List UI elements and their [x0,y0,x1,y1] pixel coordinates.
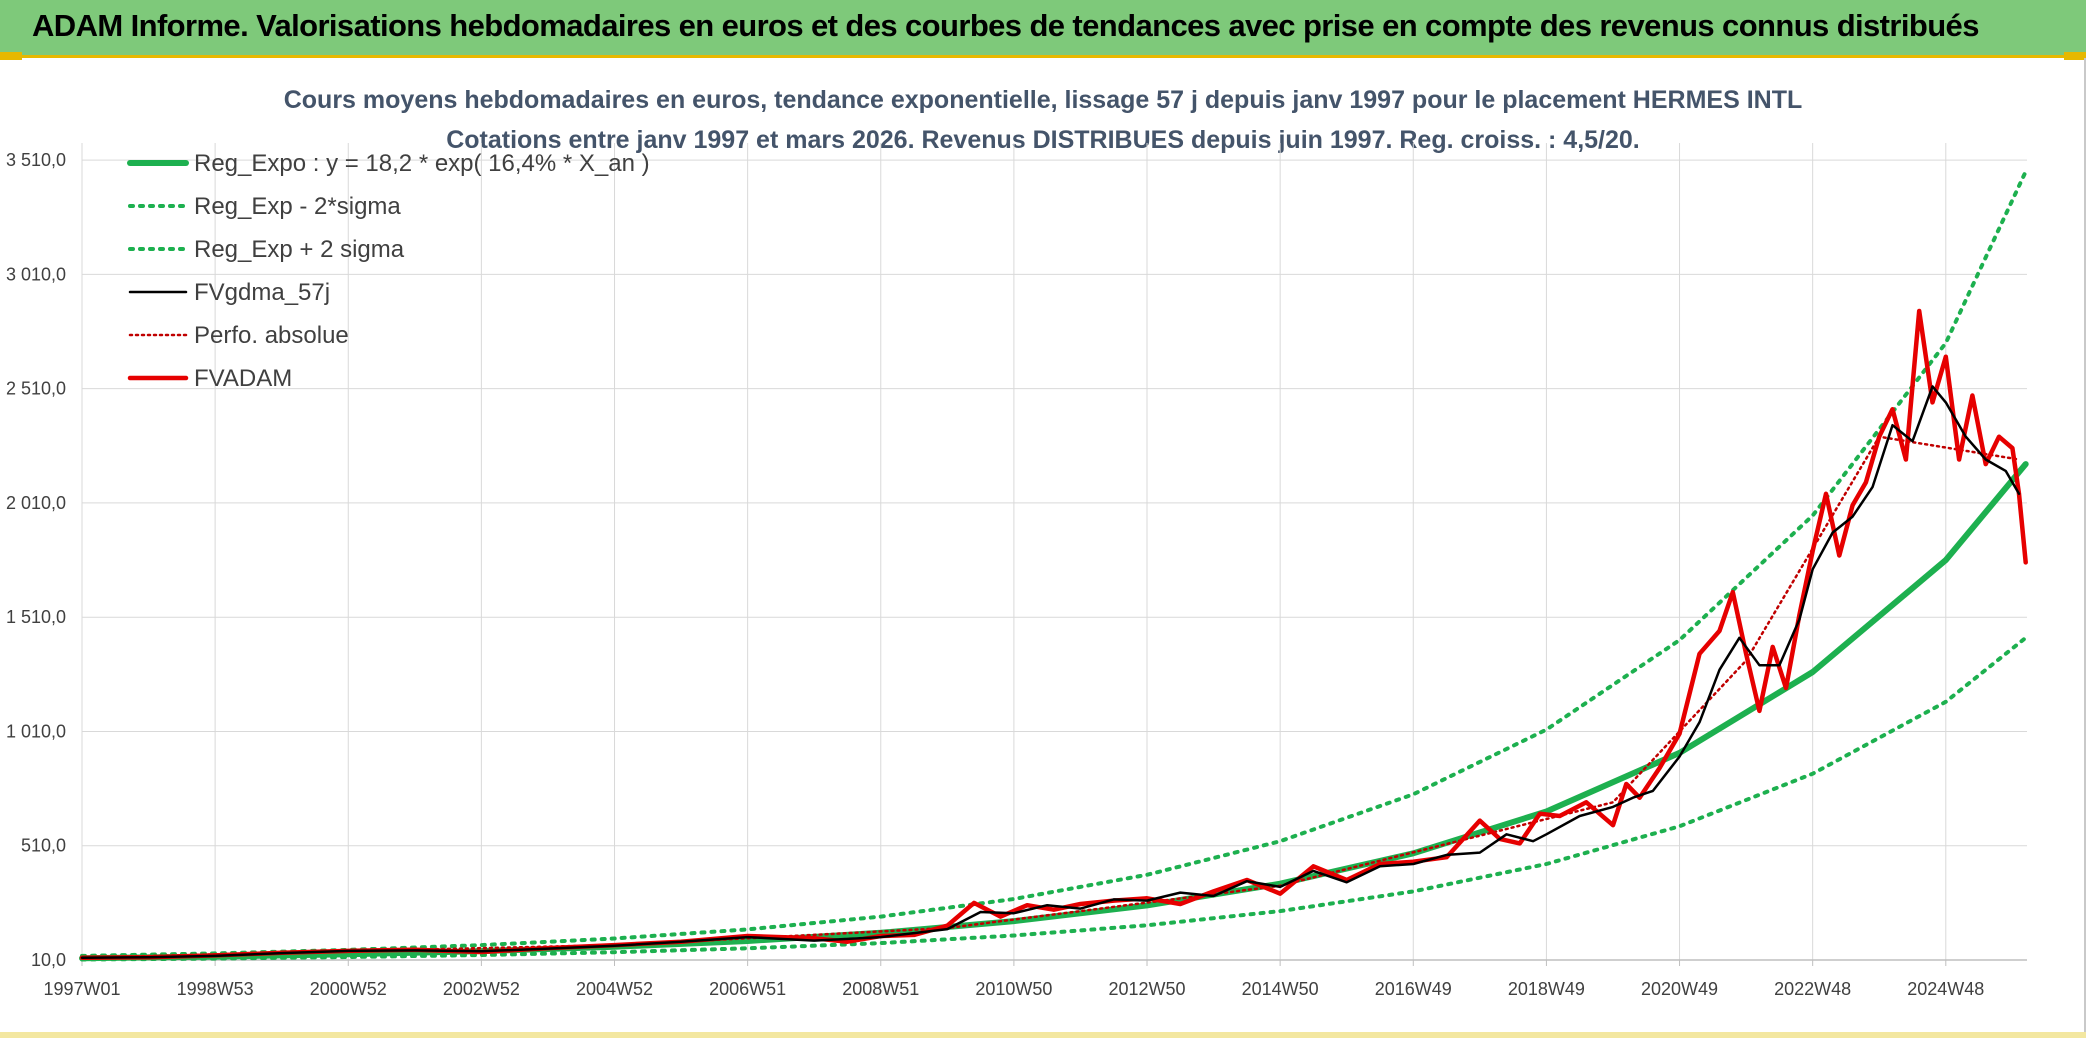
legend-label: FVADAM [194,365,292,392]
legend-label: Reg_Expo : y = 18,2 * exp( 16,4% * X_an … [194,150,650,177]
report-banner: ADAM Informe. Valorisations hebdomadaire… [0,0,2086,58]
legend-label: Perfo. absolue [194,322,349,349]
x-tick-label: 2012W50 [1108,979,1185,999]
y-tick-label: 2 510,0 [6,379,66,399]
x-tick-label: 1998W53 [177,979,254,999]
series-line-4 [80,435,2021,959]
legend-label: Reg_Exp + 2 sigma [194,236,405,263]
series-line-0 [79,461,2029,962]
series-line-5 [79,308,2028,960]
x-tick-label: 2002W52 [443,979,520,999]
y-tick-label: 1 010,0 [6,721,66,741]
x-tick-label: 2022W48 [1774,979,1851,999]
x-tick-label: 2018W49 [1508,979,1585,999]
y-tick-label: 10,0 [31,950,66,970]
x-tick-label: 2010W50 [975,979,1052,999]
legend: Reg_Expo : y = 18,2 * exp( 16,4% * X_an … [127,150,650,392]
x-tick-label: 2024W48 [1907,979,1984,999]
x-tick-label: 2000W52 [310,979,387,999]
y-tick-label: 1 510,0 [6,607,66,627]
report-title: ADAM Informe. Valorisations hebdomadaire… [32,8,1979,43]
series-line-3 [80,385,2021,959]
x-tick-label: 2016W49 [1375,979,1452,999]
x-tick-label: 2014W50 [1242,979,1319,999]
x-tick-label: 2008W51 [842,979,919,999]
series-line-1 [80,635,2028,962]
price-chart: Cours moyens hebdomadaires en euros, ten… [6,86,2029,999]
legend-label: Reg_Exp - 2*sigma [194,193,401,220]
axes: 10,0 510,0 1 010,0 1 510,0 2 010,0 2 510,0 3 0… [6,150,2027,999]
gridlines [81,143,2027,961]
x-tick-label: 1997W01 [43,979,120,999]
x-tick-label: 2004W52 [576,979,653,999]
x-tick-label: 2020W49 [1641,979,1718,999]
series-lines [79,169,2029,962]
series-line-2 [80,169,2028,958]
y-tick-label: 2 010,0 [6,493,66,513]
banner-accent-left [0,52,22,60]
bottom-strip [0,1032,2086,1038]
chart-title: Cours moyens hebdomadaires en euros, ten… [284,86,1803,114]
legend-label: FVgdma_57j [194,279,330,306]
y-tick-label: 3 510,0 [6,150,66,170]
x-tick-label: 2006W51 [709,979,786,999]
chart-subtitle: Cotations entre janv 1997 et mars 2026. … [446,126,1640,154]
y-tick-label: 3 010,0 [6,264,66,284]
y-tick-label: 510,0 [21,836,66,856]
chart-border-right [2084,58,2086,1032]
banner-accent-right [2064,52,2086,60]
